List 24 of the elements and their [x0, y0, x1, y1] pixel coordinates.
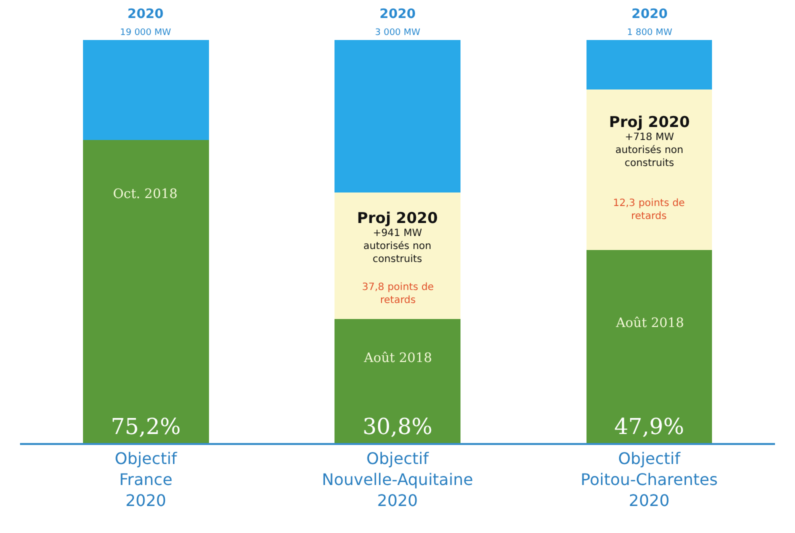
annotation: 12,3 points de retards: [613, 198, 685, 222]
annotation: Août 2018: [363, 351, 432, 366]
bar: [334, 318, 460, 443]
annotation: Oct. 2018: [113, 187, 178, 202]
bar: [334, 192, 460, 319]
bar: [334, 40, 460, 192]
total-label: 2020 3 000 MW: [375, 7, 420, 38]
bar: [82, 140, 209, 443]
total-label: 2020 19 000 MW: [120, 7, 172, 38]
annotation: Proj 2020 +941 MW autorisés non construits: [357, 209, 438, 265]
bar: [586, 250, 712, 443]
x-tick-label: Objectif France 2020: [114, 449, 178, 510]
bar: [82, 40, 209, 140]
annotation: Proj 2020 +718 MW autorisés non construits: [609, 113, 690, 169]
annotation: 37,8 points de retards: [362, 282, 434, 306]
x-tick-label: Objectif Nouvelle-Aquitaine 2020: [322, 449, 474, 510]
bar: [586, 40, 712, 90]
total-label: 2020 1 800 MW: [627, 7, 672, 38]
data-label: 30,8%: [362, 415, 432, 440]
annotation: Août 2018: [615, 316, 684, 331]
x-tick-label: Objectif Poitou-Charentes 2020: [580, 449, 718, 510]
data-label: 47,9%: [614, 415, 684, 440]
data-label: 75,2%: [110, 415, 181, 440]
bar: [586, 90, 712, 250]
